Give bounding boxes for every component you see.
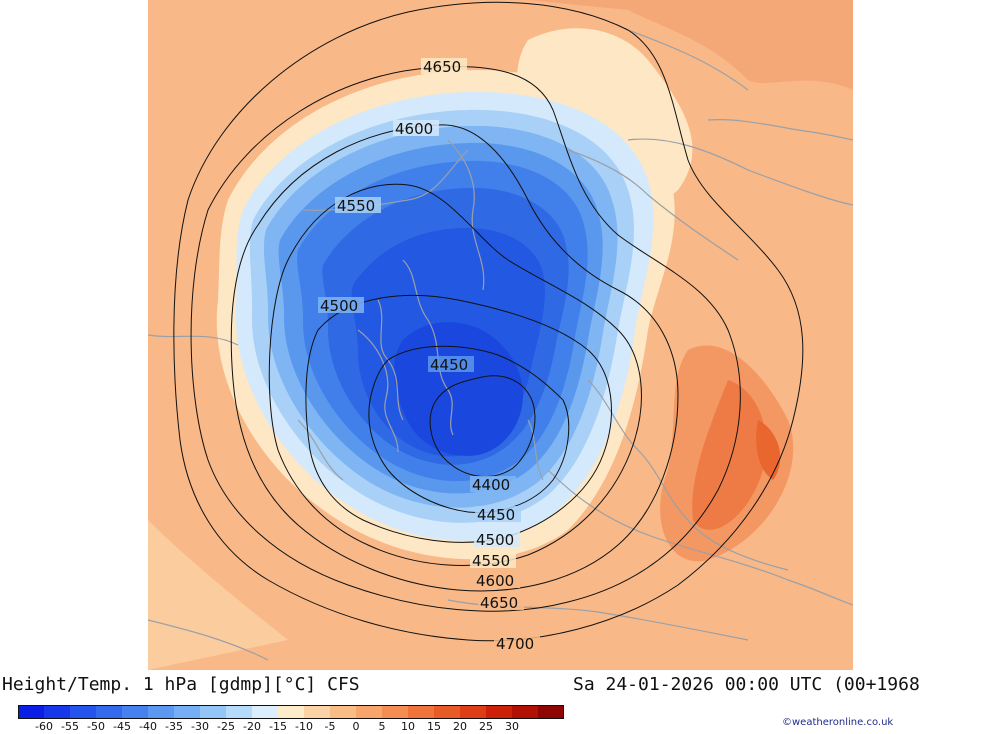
- colorbar-tick: -50: [87, 720, 105, 733]
- contour-label: 4400: [472, 476, 510, 494]
- colorbar-swatch: [434, 705, 461, 719]
- colorbar-tick: -45: [113, 720, 131, 733]
- colorbar-swatch: [538, 705, 564, 719]
- colorbar-swatch: [122, 705, 149, 719]
- valid-time: Sa 24-01-2026 00:00 UTC (00+1968: [573, 674, 920, 695]
- polar-map: 4650 4600 4550 4500 4450 4400 4450 4500 …: [148, 0, 853, 670]
- colorbar-swatch: [148, 705, 175, 719]
- colorbar-swatch: [460, 705, 487, 719]
- colorbar-tick: -55: [61, 720, 79, 733]
- title-bar: Height/Temp. 1 hPa [gdmp][°C] CFS Sa 24-…: [0, 674, 1000, 698]
- contour-label: 4550: [472, 552, 510, 570]
- colorbar-swatch: [382, 705, 409, 719]
- colorbar-swatch: [252, 705, 279, 719]
- credit-link[interactable]: ©weatheronline.co.uk: [782, 717, 894, 728]
- contour-label: 4500: [320, 297, 358, 315]
- colorbar-tick: 5: [378, 720, 386, 733]
- colorbar-tick: -5: [324, 720, 336, 733]
- colorbar-tick: -15: [269, 720, 287, 733]
- colorbar-tick: 20: [453, 720, 467, 733]
- colorbar-swatch: [304, 705, 331, 719]
- contour-4550: [268, 183, 642, 566]
- colorbar-ticks: -60 -55 -50 -45 -40 -35 -30 -25 -20 -15 -10 -5 0 5 10 1…: [0, 720, 600, 734]
- contour-label: 4550: [337, 197, 375, 215]
- contour-4450: [368, 345, 570, 514]
- contour-label: 4450: [430, 356, 468, 374]
- colorbar-swatch: [200, 705, 227, 719]
- colorbar-tick: -35: [165, 720, 183, 733]
- contour-label: 4450: [477, 506, 515, 524]
- colorbar-swatch: [44, 705, 71, 719]
- colorbar-swatch: [278, 705, 305, 719]
- colorbar-swatch: [70, 705, 97, 719]
- colorbar-tick: 25: [479, 720, 493, 733]
- colorbar-tick: -25: [217, 720, 235, 733]
- colorbar-frame: [18, 705, 564, 719]
- colorbar-swatch: [226, 705, 253, 719]
- chart-title: Height/Temp. 1 hPa [gdmp][°C] CFS: [2, 674, 360, 695]
- colorbar-tick: -40: [139, 720, 157, 733]
- contour-label: 4600: [395, 120, 433, 138]
- contour-4650: [190, 66, 741, 612]
- contour-label: 4650: [423, 58, 461, 76]
- contour-4600: [230, 124, 679, 592]
- colorbar-swatch: [356, 705, 383, 719]
- colorbar-swatch: [408, 705, 435, 719]
- colorbar-swatch: [96, 705, 123, 719]
- colorbar-tick: -30: [191, 720, 209, 733]
- contour-4500: [305, 294, 612, 543]
- colorbar-swatch: [330, 705, 357, 719]
- contour-label: 4650: [480, 594, 518, 612]
- colorbar-tick: 15: [427, 720, 441, 733]
- colorbar-swatch: [512, 705, 539, 719]
- colorbar-tick: -10: [295, 720, 313, 733]
- colorbar-tick: -60: [35, 720, 53, 733]
- colorbar-tick: 10: [401, 720, 415, 733]
- colorbar-swatch: [18, 705, 45, 719]
- colorbar-tick: -20: [243, 720, 261, 733]
- colorbar-swatch: [174, 705, 201, 719]
- map-panel: 4650 4600 4550 4500 4450 4400 4450 4500 …: [148, 0, 853, 670]
- contour-labels: 4650 4600 4550 4500 4450 4400 4450 4500 …: [318, 58, 540, 653]
- height-contours: [173, 1, 804, 642]
- contour-label: 4700: [496, 635, 534, 653]
- colorbar-tick: 30: [505, 720, 519, 733]
- coastlines: [148, 29, 853, 661]
- colorbar: [18, 705, 564, 719]
- contour-4700: [173, 1, 804, 642]
- contour-label: 4600: [476, 572, 514, 590]
- colorbar-tick: 0: [352, 720, 360, 733]
- contour-label: 4500: [476, 531, 514, 549]
- colorbar-swatch: [486, 705, 513, 719]
